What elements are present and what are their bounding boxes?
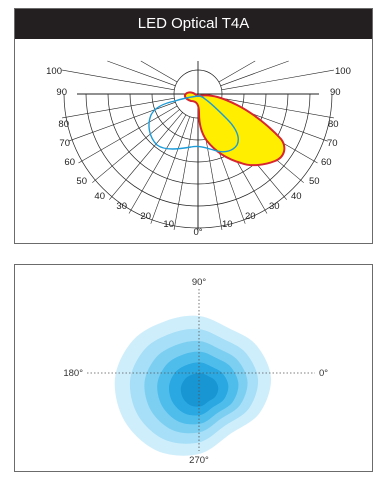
grid-spoke xyxy=(173,117,195,230)
polar-grid xyxy=(62,60,334,232)
radial-label-left-70: 70 xyxy=(59,138,70,149)
grid-spoke xyxy=(128,114,187,214)
grid-spoke xyxy=(62,97,175,119)
chart-title: LED Optical T4A xyxy=(15,9,372,39)
grid-spoke xyxy=(221,97,334,119)
radial-label-left-20: 20 xyxy=(140,211,151,222)
grid-spoke xyxy=(109,112,183,200)
grid-spoke xyxy=(62,69,175,91)
iso-label-top: 90° xyxy=(192,277,207,288)
radial-label-right-60: 60 xyxy=(321,157,332,168)
polar-curves xyxy=(148,91,286,167)
grid-spoke xyxy=(92,109,180,183)
radial-label-0: 0° xyxy=(193,227,202,238)
radial-label-left-40: 40 xyxy=(94,191,105,202)
radial-label-right-20: 20 xyxy=(245,211,256,222)
grid-spoke xyxy=(221,69,334,91)
radial-label-left-50: 50 xyxy=(76,176,87,187)
radial-label-right-50: 50 xyxy=(309,176,320,187)
iso-chart-panel: 90° 180° 0° 270° xyxy=(14,264,373,472)
grid-spoke xyxy=(140,60,178,83)
radial-label-left-30: 30 xyxy=(116,201,127,212)
grid-spoke xyxy=(107,60,176,87)
radial-label-right-10: 10 xyxy=(222,219,233,230)
radial-label-left-80: 80 xyxy=(58,119,69,130)
polar-chart-panel: LED Optical T4A 0° 10 10 20 20 30 30 40 40 50 50 60… xyxy=(14,8,373,244)
radial-label-right-40: 40 xyxy=(291,191,302,202)
radial-label-left-60: 60 xyxy=(64,157,75,168)
radial-label-left-90: 90 xyxy=(56,87,67,98)
grid-spoke xyxy=(68,101,176,142)
grid-spoke xyxy=(218,60,256,83)
radial-label-left-100: 100 xyxy=(46,66,62,77)
radial-label-right-80: 80 xyxy=(328,119,339,130)
grid-spoke xyxy=(150,116,191,224)
radial-label-right-100: 100 xyxy=(335,66,351,77)
iso-contours xyxy=(114,315,272,456)
iso-chart: 90° 180° 0° 270° xyxy=(63,277,328,466)
curve-blue xyxy=(148,95,239,153)
radial-label-right-30: 30 xyxy=(269,201,280,212)
iso-label-left: 180° xyxy=(63,368,83,379)
radial-label-right-70: 70 xyxy=(327,138,338,149)
iso-label-bottom: 270° xyxy=(189,455,209,466)
iso-contour-6 xyxy=(180,373,219,407)
iso-labels: 90° 180° 0° 270° xyxy=(63,277,328,466)
grid-spoke xyxy=(220,60,289,87)
grid-spoke xyxy=(78,105,178,164)
iso-label-right: 0° xyxy=(319,368,328,379)
radial-label-right-90: 90 xyxy=(330,87,341,98)
iso-axes xyxy=(87,289,315,451)
radial-label-left-10: 10 xyxy=(163,219,174,230)
